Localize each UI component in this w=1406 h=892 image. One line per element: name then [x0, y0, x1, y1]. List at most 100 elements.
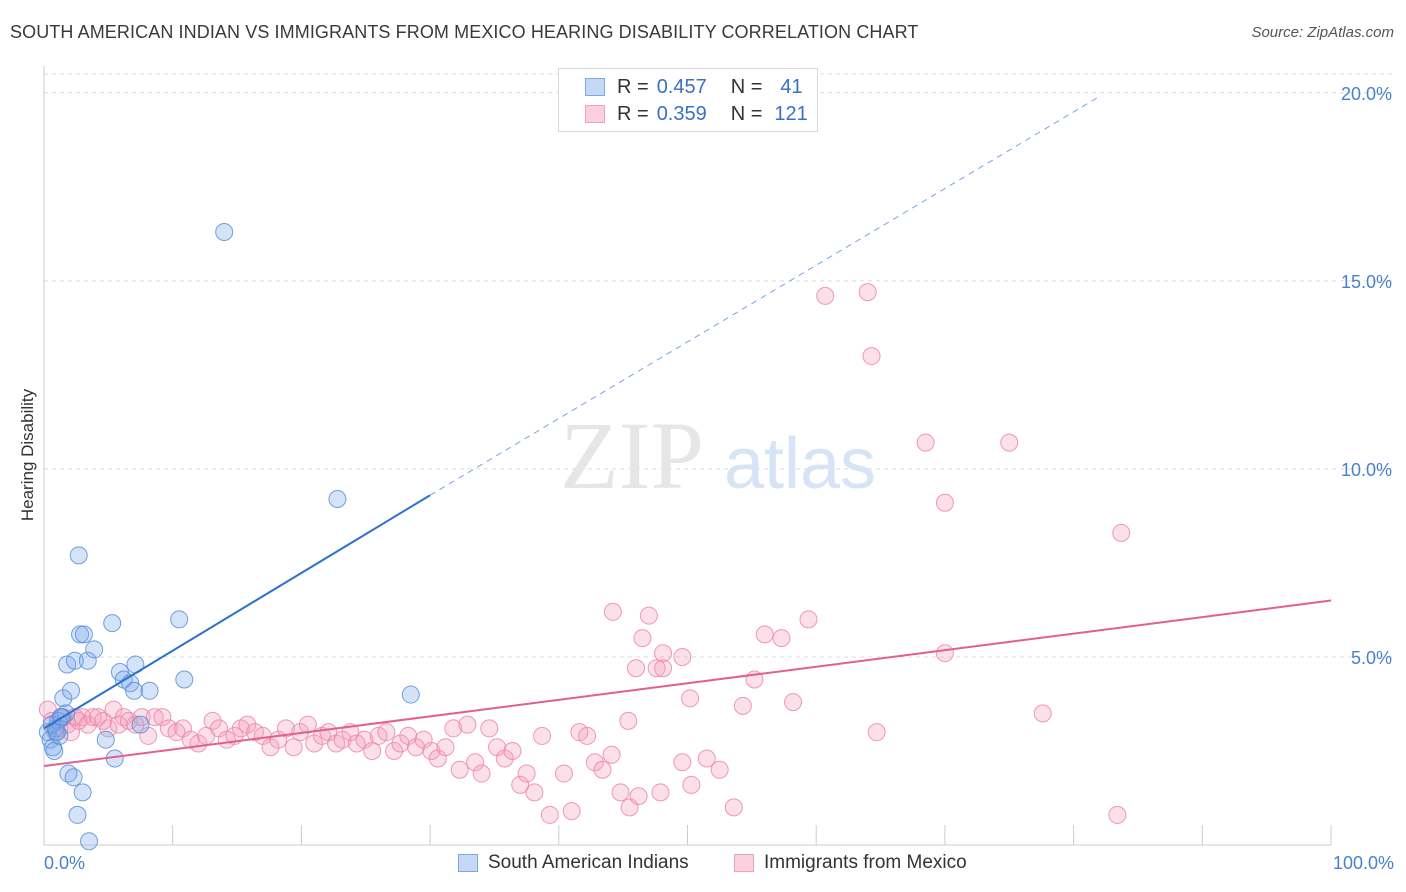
immigrants-from-mexico-point — [126, 715, 145, 734]
south-american-indians-point — [62, 681, 81, 700]
y-tick-label: 5.0% — [1351, 648, 1392, 668]
immigrants-from-mexico-point — [816, 286, 835, 305]
chart-title: SOUTH AMERICAN INDIAN VS IMMIGRANTS FROM… — [10, 22, 919, 42]
immigrants-from-mexico-point — [602, 745, 621, 764]
south-american-indians-point — [47, 723, 66, 742]
south-american-indians-point — [68, 805, 87, 824]
south-american-indians-point — [73, 783, 92, 802]
immigrants-from-mexico-point — [1108, 805, 1127, 824]
immigrants-from-mexico-point — [593, 760, 612, 779]
south-american-indians-point — [69, 546, 88, 565]
south-american-indians-point — [170, 610, 189, 629]
immigrants-from-mexico-point — [1033, 704, 1052, 723]
immigrants-from-mexico-point — [935, 644, 954, 663]
correlation-legend: R = 0.457 N = 41 R = 0.359 N = 121 — [558, 68, 818, 132]
south-american-indians-point — [328, 489, 347, 508]
immigrants-from-mexico-point — [517, 764, 536, 783]
immigrants-from-mexico-point — [724, 798, 743, 817]
south-american-indians-point — [64, 768, 83, 787]
immigrants-from-mexico-point — [1000, 433, 1019, 452]
south-american-indians-point — [85, 640, 104, 659]
immigrants-from-mexico-point — [145, 708, 164, 727]
south-american-indians-point — [140, 681, 159, 700]
immigrants-from-mexico-point — [554, 764, 573, 783]
immigrants-from-mexico-point — [99, 719, 118, 738]
immigrants-from-mexico-point — [627, 659, 646, 678]
south-american-indians-point — [125, 681, 144, 700]
legend-swatch-blue — [458, 854, 478, 872]
immigrants-from-mexico-point — [647, 659, 666, 678]
immigrants-from-mexico-point — [153, 708, 172, 727]
immigrants-from-mexico-point — [533, 726, 552, 745]
y-tick-label: 10.0% — [1341, 460, 1392, 480]
south-american-indians-point — [78, 651, 97, 670]
legend-label: South American Indians — [488, 852, 689, 873]
legend-swatch-pink — [734, 854, 754, 872]
n-value: 121 — [774, 102, 808, 125]
immigrants-from-mexico-point — [611, 783, 630, 802]
immigrants-from-mexico-point — [132, 708, 151, 727]
immigrants-from-mexico-point — [377, 723, 396, 742]
n-label: N = — [730, 102, 763, 125]
trend-lines — [43, 96, 1332, 768]
grid-lines — [44, 73, 1392, 658]
south-american-indians-point — [401, 685, 420, 704]
immigrants-from-mexico-point — [466, 753, 485, 772]
immigrants-from-mexico-point — [203, 711, 222, 730]
immigrants-from-mexico-point — [654, 644, 673, 663]
immigrants-from-mexico-point — [654, 659, 673, 678]
series-immigrants-from-mexico — [38, 283, 1131, 824]
y-tick-label: 15.0% — [1341, 272, 1392, 292]
south-american-indians-point — [80, 832, 99, 851]
immigrants-from-mexico-point — [511, 775, 530, 794]
immigrants-from-mexico-point — [436, 738, 455, 757]
y-tick-label: 20.0% — [1341, 84, 1392, 104]
immigrants-from-mexico-point — [799, 610, 818, 629]
immigrants-from-mexico-point — [261, 738, 280, 757]
immigrants-from-mexico-point — [385, 741, 404, 760]
immigrants-from-mexico-point — [458, 715, 477, 734]
immigrants-from-mexico-point — [633, 629, 652, 648]
immigrants-from-mexico-point — [422, 741, 441, 760]
r-label: R = — [617, 102, 649, 125]
immigrants-from-mexico-point — [639, 606, 658, 625]
immigrants-from-mexico-point — [603, 602, 622, 621]
immigrants-from-mexico-point — [629, 787, 648, 806]
south-american-indians-point — [41, 730, 60, 749]
immigrants-from-mexico-point — [673, 647, 692, 666]
south-american-indians-point — [65, 651, 84, 670]
immigrants-from-mexico-point — [619, 711, 638, 730]
source-label: Source: ZipAtlas.com — [1251, 24, 1394, 41]
n-value: 41 — [780, 75, 803, 98]
immigrants-from-mexico-point — [333, 730, 352, 749]
trend-line-immigrants-from-mexico — [43, 599, 1332, 768]
south-american-indians-point — [96, 730, 115, 749]
immigrants-from-mexico-point — [450, 760, 469, 779]
immigrants-from-mexico-point — [276, 719, 295, 738]
immigrants-from-mexico-point — [503, 741, 522, 760]
legend-row-immigrants-from-mexico: R = 0.359 N = 121 — [585, 102, 808, 126]
watermark: ZIP atlas — [560, 402, 876, 509]
n-label: N = — [730, 75, 763, 98]
south-american-indians-point — [103, 614, 122, 633]
immigrants-from-mexico-point — [916, 433, 935, 452]
south-american-indians-point — [131, 715, 150, 734]
immigrants-from-mexico-point — [651, 783, 670, 802]
immigrants-from-mexico-point — [733, 696, 752, 715]
immigrants-from-mexico-point — [862, 347, 881, 366]
immigrants-from-mexico-point — [1112, 523, 1131, 542]
south-american-indians-point — [175, 670, 194, 689]
immigrants-from-mexico-point — [681, 689, 700, 708]
immigrants-from-mexico-point — [585, 753, 604, 772]
watermark-zip: ZIP — [560, 402, 704, 509]
x-tick-label: 0.0% — [44, 853, 85, 873]
immigrants-from-mexico-point — [772, 629, 791, 648]
south-american-indians-point — [71, 625, 90, 644]
watermark-atlas: atlas — [724, 424, 876, 504]
legend-row-south-american-indians: R = 0.457 N = 41 — [585, 75, 803, 99]
immigrants-from-mexico-point — [784, 693, 803, 712]
south-american-indians-point — [54, 689, 73, 708]
immigrants-from-mexico-point — [472, 764, 491, 783]
r-value: 0.359 — [656, 102, 707, 125]
legend-item-south-american-indians: South American Indians — [458, 852, 689, 874]
